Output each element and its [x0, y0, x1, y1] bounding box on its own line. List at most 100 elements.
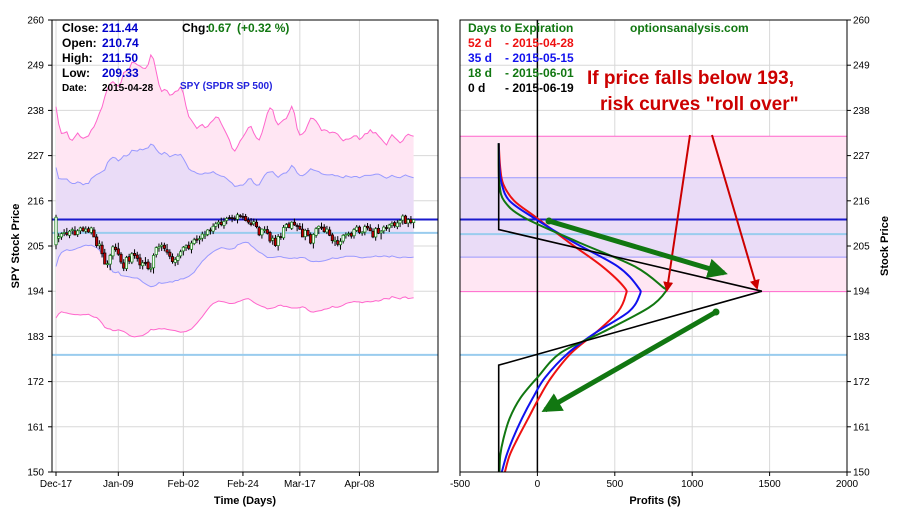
low-label: Low:: [62, 66, 90, 80]
candle: [211, 223, 215, 235]
left-bands: [55, 53, 414, 338]
right-y-tick-label: 194: [853, 287, 870, 298]
legend-date-35: - 2015-05-15: [505, 51, 574, 65]
candle: [290, 221, 294, 230]
legend-days-18: 18 d: [468, 66, 492, 80]
left-y-ticks: 150 161 172 183 194 205 216 227 238 249 260: [27, 16, 52, 479]
candle: [176, 253, 180, 265]
right-x-tick-label: 1500: [758, 479, 781, 490]
candle: [203, 230, 207, 240]
date-value: 2015-04-28: [102, 83, 154, 94]
inner-band-fill: [56, 144, 414, 287]
candle: [246, 217, 250, 225]
right-y-tick-label: 227: [853, 151, 870, 162]
chg-percent: (+0.32 %): [237, 21, 289, 35]
candle: [235, 212, 240, 224]
candle: [111, 245, 115, 260]
close-value: 211.44: [102, 21, 138, 35]
right-x-tick-label: 0: [535, 479, 541, 490]
expiration-legend: Days to Expiration optionsanalysis.com 5…: [468, 21, 749, 95]
green-arrow-upper-start: [545, 217, 553, 225]
chg-value: 0.67: [208, 21, 232, 35]
candle: [352, 227, 356, 239]
legend-date-0: - 2015-06-19: [505, 81, 574, 95]
candle: [138, 253, 142, 270]
left-y-tick-label: 161: [27, 422, 44, 433]
candle: [114, 243, 118, 252]
left-y-tick-label: 260: [27, 16, 44, 27]
candle: [268, 230, 272, 244]
candle: [92, 227, 96, 238]
candle: [67, 229, 72, 239]
candle: [368, 224, 372, 232]
high-label: High:: [62, 51, 93, 65]
candle: [360, 231, 364, 236]
left-x-tick-label: Feb-02: [167, 479, 199, 490]
left-y-tick-label: 150: [27, 468, 44, 479]
left-y-tick-label: 216: [27, 196, 44, 207]
annotation-line-2: risk curves "roll over": [600, 94, 799, 115]
candle: [151, 253, 156, 274]
site-name: optionsanalysis.com: [630, 21, 749, 35]
candle: [225, 216, 229, 225]
candle: [97, 240, 101, 250]
right-y-tick-label: 183: [853, 332, 870, 343]
annotation-arrow-1: [663, 134, 691, 292]
right-y-tick-label: 249: [853, 61, 870, 72]
candle: [309, 232, 313, 245]
candle: [181, 246, 185, 256]
candle: [149, 262, 153, 273]
candle: [70, 227, 74, 235]
open-label: Open:: [62, 36, 97, 50]
right-x-tick-label: 500: [606, 479, 623, 490]
candle: [265, 225, 269, 235]
left-y-axis-label: SPY Stock Price: [10, 204, 22, 289]
annotation-arrow-2: [711, 134, 760, 290]
candle: [222, 217, 226, 229]
left-y-tick-label: 194: [27, 287, 44, 298]
right-y-tick-label: 205: [853, 242, 870, 253]
right-y-tick-label: 161: [853, 422, 870, 433]
candle: [157, 243, 161, 252]
left-y-tick-label: 227: [27, 151, 44, 162]
candle: [173, 257, 177, 267]
low-value: 209.33: [102, 66, 139, 80]
candle: [403, 214, 408, 224]
risk-curve-52d: [497, 143, 628, 472]
candle: [387, 223, 391, 233]
left-x-ticks: Dec-17 Jan-09 Feb-02 Feb-24 Mar-17 Apr-08: [40, 472, 375, 490]
quote-info: Close: 211.44 Open: 210.74 High: 211.50 …: [62, 21, 289, 94]
right-inner-band: [460, 177, 847, 258]
candle: [179, 249, 183, 259]
candle: [54, 214, 58, 250]
left-x-tick-label: Mar-17: [284, 479, 316, 490]
candle: [254, 219, 259, 229]
right-x-tick-label: 1000: [681, 479, 704, 490]
left-x-tick-label: Feb-24: [227, 479, 259, 490]
candle: [276, 234, 280, 251]
left-x-tick-label: Apr-08: [344, 479, 374, 490]
right-y-tick-label: 150: [853, 468, 870, 479]
candle: [130, 252, 134, 265]
candle: [260, 228, 264, 239]
legend-days-52: 52 d: [468, 36, 492, 50]
candle: [338, 238, 343, 250]
candle: [165, 243, 169, 255]
candle: [341, 234, 345, 244]
left-x-axis-label: Time (Days): [214, 495, 276, 507]
left-y-tick-label: 172: [27, 377, 44, 388]
candle: [162, 242, 166, 252]
candle: [189, 240, 194, 254]
legend-title: Days to Expiration: [468, 21, 573, 35]
candle: [76, 229, 80, 237]
inner-band-lower: [55, 241, 414, 288]
candle: [124, 255, 128, 272]
risk-curve-18d: [497, 143, 669, 472]
candle: [298, 222, 302, 230]
candle: [141, 259, 145, 270]
candle: [314, 227, 318, 238]
legend-date-18: - 2015-06-01: [505, 66, 574, 80]
candle: [328, 226, 332, 237]
candle: [214, 221, 218, 230]
right-x-tick-label: 2000: [836, 479, 859, 490]
